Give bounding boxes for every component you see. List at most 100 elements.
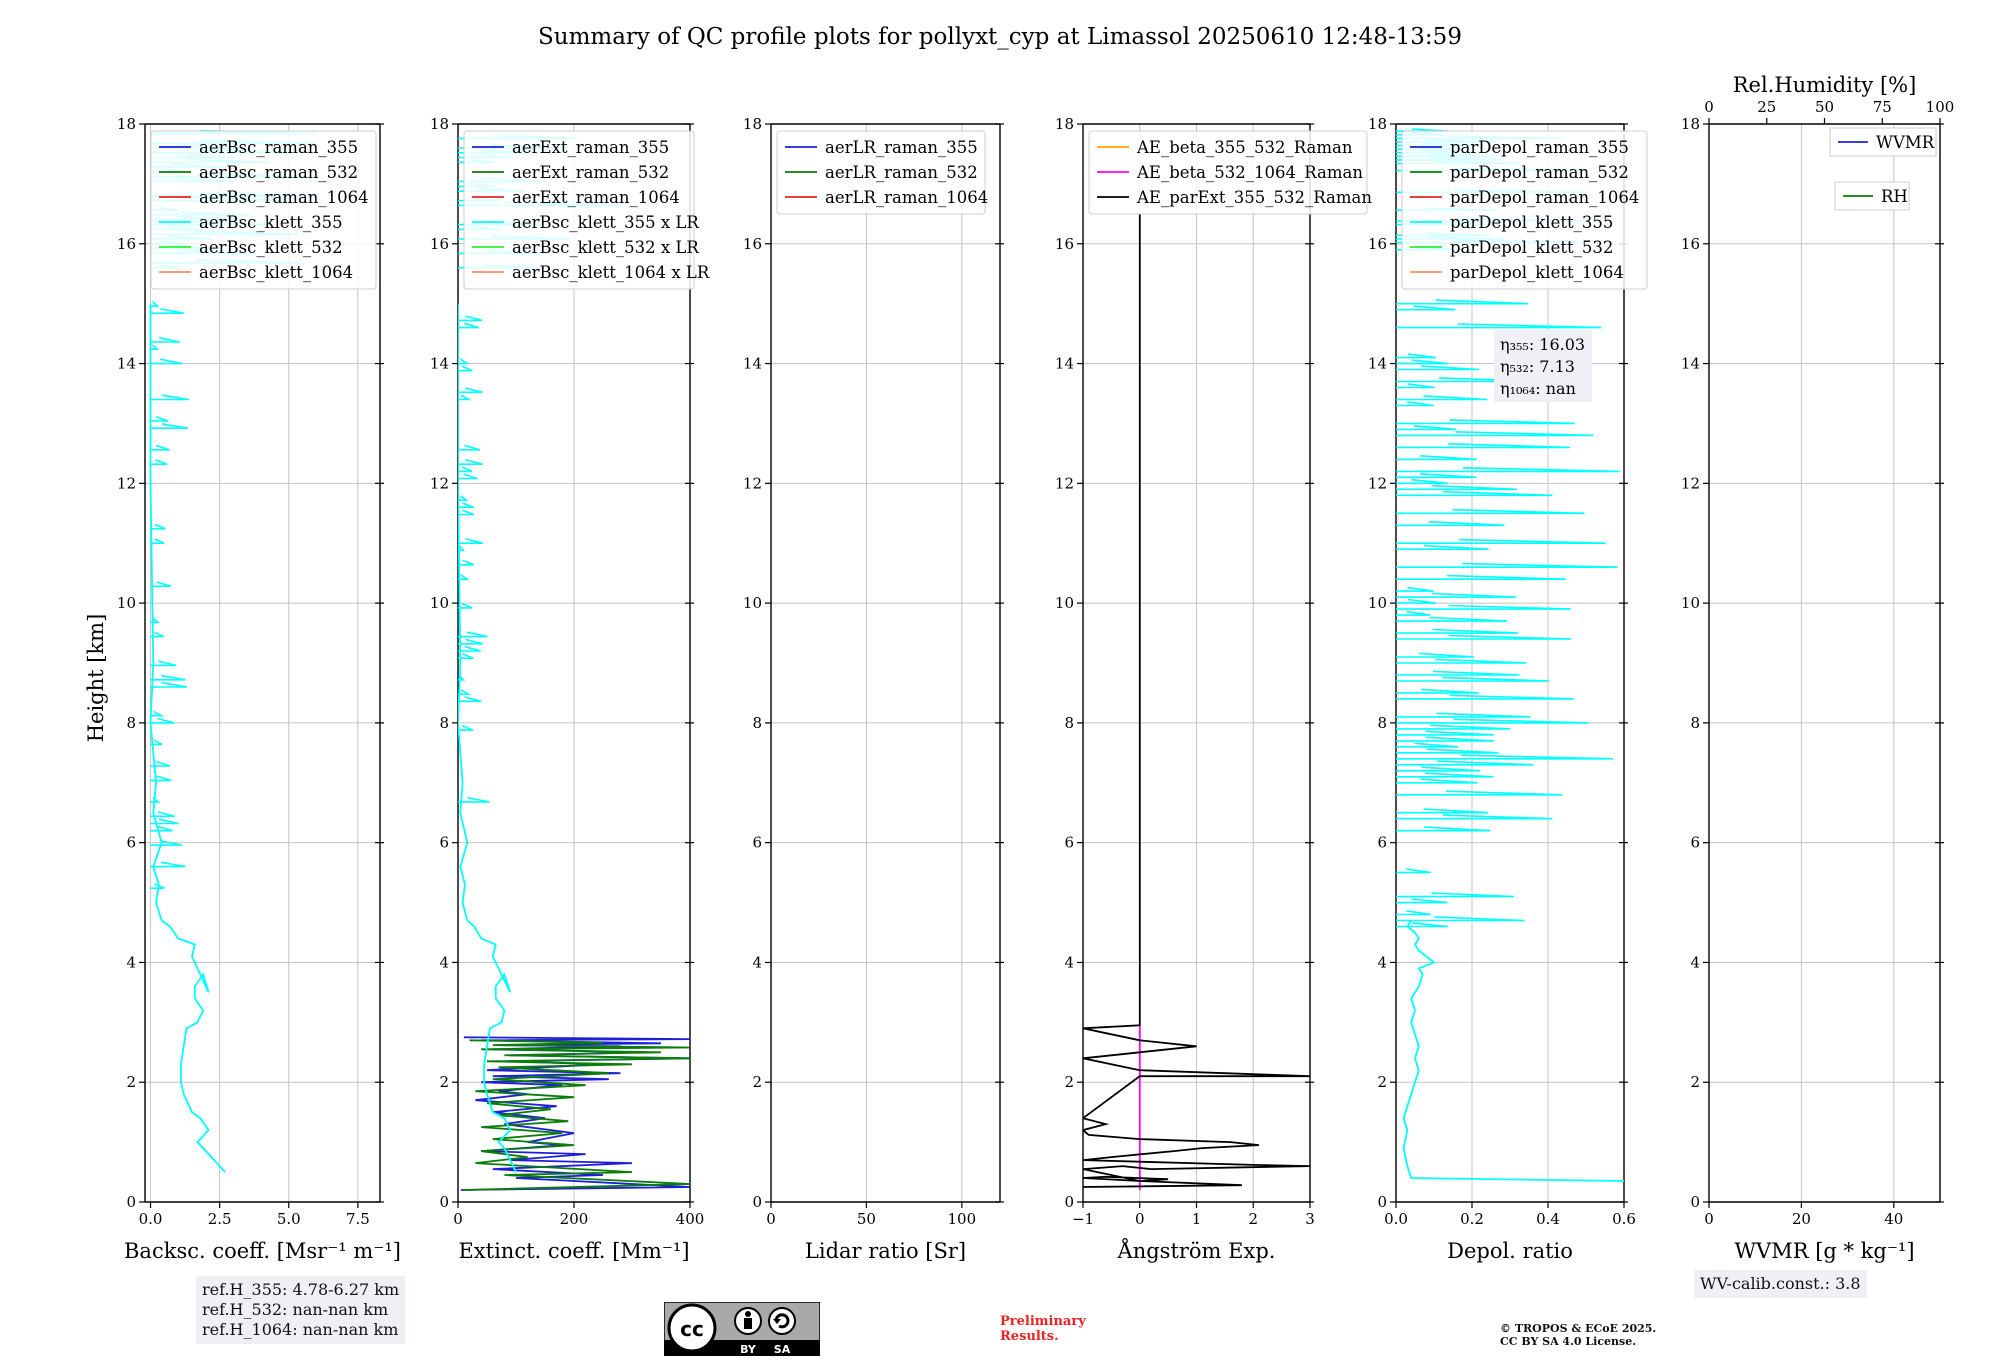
eta-annotation-line: η₃₅₅: 16.03 [1500,335,1585,354]
copyright-line-1: © TROPOS & ECoE 2025. [1500,1322,1657,1335]
y-tick-label: 16 [1368,235,1387,253]
legend-label: aerLR_raman_355 [825,138,978,157]
x-tick-label: 2 [1248,1210,1258,1228]
y-tick-label: 0 [439,1193,449,1211]
legend-label: aerLR_raman_532 [825,163,978,182]
y-tick-label: 14 [430,355,449,373]
x-tick-label: 0 [766,1210,776,1228]
top-tick-label: 0 [1704,98,1714,116]
panel-depol: 0.0 0.2 0.4 0.6 0 2 4 6 8 10 12 14 16 18 Depol. ratio p… [1368,115,1648,1263]
y-tick-label: 16 [117,235,136,253]
y-tick-label: 6 [439,834,449,852]
legend-label: parDepol_raman_355 [1450,138,1629,157]
y-tick-label: 6 [752,834,762,852]
top-tick-label: 75 [1873,98,1892,116]
y-tick-label: 0 [1064,1193,1074,1211]
copyright-line-2: CC BY SA 4.0 License. [1500,1335,1637,1348]
by-label: BY [740,1343,757,1356]
y-tick-label: 10 [1368,594,1387,612]
legend-label: aerBsc_klett_532 x LR [512,238,699,257]
wv-calib-text: WV-calib.const.: 3.8 [1700,1274,1861,1293]
top-tick-label: 50 [1815,98,1834,116]
legend-label: aerExt_raman_532 [512,163,669,182]
y-tick-label: 12 [1681,474,1700,492]
data-layer [1083,213,1310,1190]
y-tick-label: 10 [743,594,762,612]
y-tick-label: 8 [1377,714,1387,732]
y-tick-label: 6 [1377,834,1387,852]
top-axis-label: Rel.Humidity [%] [1733,73,1917,97]
x-tick-label: 40 [1884,1210,1903,1228]
panel-wv: 0 20 40 0 2 4 6 8 10 12 14 16 18 WVMR [g * kg⁻¹] 0 25 50… [1681,73,1954,1263]
legend-label: AE_parExt_355_532_Raman [1136,188,1372,207]
y-tick-label: 0 [1377,1193,1387,1211]
series-aerExt_raman_532 [463,1039,690,1191]
legend-label: parDepol_klett_1064 [1450,263,1624,282]
refh-532: ref.H_532: nan-nan km [202,1300,389,1319]
y-tick-label: 12 [430,474,449,492]
legend-box [463,130,695,290]
copyright-note: © TROPOS & ECoE 2025. CC BY SA 4.0 Licen… [1500,1322,1656,1348]
noise-spikes [150,301,190,889]
series-parDepol_klett_355 [1402,920,1624,1182]
reference-height-box: ref.H_355: 4.78-6.27 km ref.H_532: nan-n… [196,1276,406,1344]
noise-spikes [458,315,490,803]
eta-annotation-box [1494,330,1592,402]
series-AE_parExt_355_532_Raman [1083,213,1310,1188]
prelim-line-1: Preliminary [1000,1314,1086,1329]
x-axis-label: Lidar ratio [Sr] [805,1239,966,1263]
y-tick-label: 10 [1681,594,1700,612]
y-tick-label: 4 [1064,953,1074,971]
x-axis-label: WVMR [g * kg⁻¹] [1734,1239,1914,1263]
x-tick-label: 7.5 [346,1210,370,1228]
legend-box [776,130,986,215]
top-tick-label: 100 [1926,98,1955,116]
y-tick-label: 10 [430,594,449,612]
y-tick-label: 10 [117,594,136,612]
y-tick-label: 2 [752,1073,762,1091]
legend-label: aerBsc_raman_532 [199,163,358,182]
eta-annotation-line: η₅₃₂: 7.13 [1500,357,1575,376]
y-tick-label: 0 [126,1193,136,1211]
y-tick-label: 2 [1377,1073,1387,1091]
x-tick-label: −1 [1072,1210,1094,1228]
y-tick-label: 14 [743,355,762,373]
cc-by-sa-badge: cc BY SA [664,1302,820,1356]
y-tick-label: 2 [439,1073,449,1091]
x-axis-label: Ångström Exp. [1117,1238,1276,1263]
legend-label: aerBsc_klett_355 [199,213,343,232]
prelim-line-2: Results. [1000,1329,1059,1344]
y-tick-label: 0 [752,1193,762,1211]
x-tick-label: 0 [1704,1210,1714,1228]
y-tick-label: 12 [117,474,136,492]
legend-box [1401,130,1648,290]
x-tick-label: 0.0 [1384,1210,1408,1228]
y-tick-label: 2 [126,1073,136,1091]
y-tick-label: 18 [743,115,762,133]
y-tick-label: 4 [126,953,136,971]
panel-bsc: 0.0 2.5 5.0 7.5 0 2 4 6 8 10 12 14 16 18 Backsc. coeff… [117,115,401,1263]
legend-label: parDepol_klett_355 [1450,213,1613,232]
panel-ext: 0 200 400 0 2 4 6 8 10 12 14 16 18 Extinct. coeff. [M… [430,115,710,1263]
y-tick-label: 6 [1064,834,1074,852]
refh-355: ref.H_355: 4.78-6.27 km [202,1280,400,1299]
preliminary-results-note: Preliminary Results. [1000,1314,1086,1344]
x-axis-label: Depol. ratio [1447,1239,1573,1263]
x-tick-label: 0 [1135,1210,1145,1228]
legend-box [1088,130,1368,215]
wv-calibration-box: WV-calib.const.: 3.8 [1694,1270,1867,1298]
y-tick-label: 4 [752,953,762,971]
x-tick-label: 0.0 [139,1210,163,1228]
top-tick-label: 25 [1757,98,1776,116]
x-axis-label: Backsc. coeff. [Msr⁻¹ m⁻¹] [124,1239,401,1263]
cc-logo-icon [667,1303,717,1353]
cc-logo-text: cc [680,1317,704,1341]
y-tick-label: 12 [1055,474,1074,492]
y-axis-label: Height [km] [84,614,108,743]
legend-label: aerLR_raman_1064 [825,188,988,207]
y-tick-label: 6 [1690,834,1700,852]
x-tick-label: 1 [1192,1210,1202,1228]
y-tick-label: 4 [439,953,449,971]
